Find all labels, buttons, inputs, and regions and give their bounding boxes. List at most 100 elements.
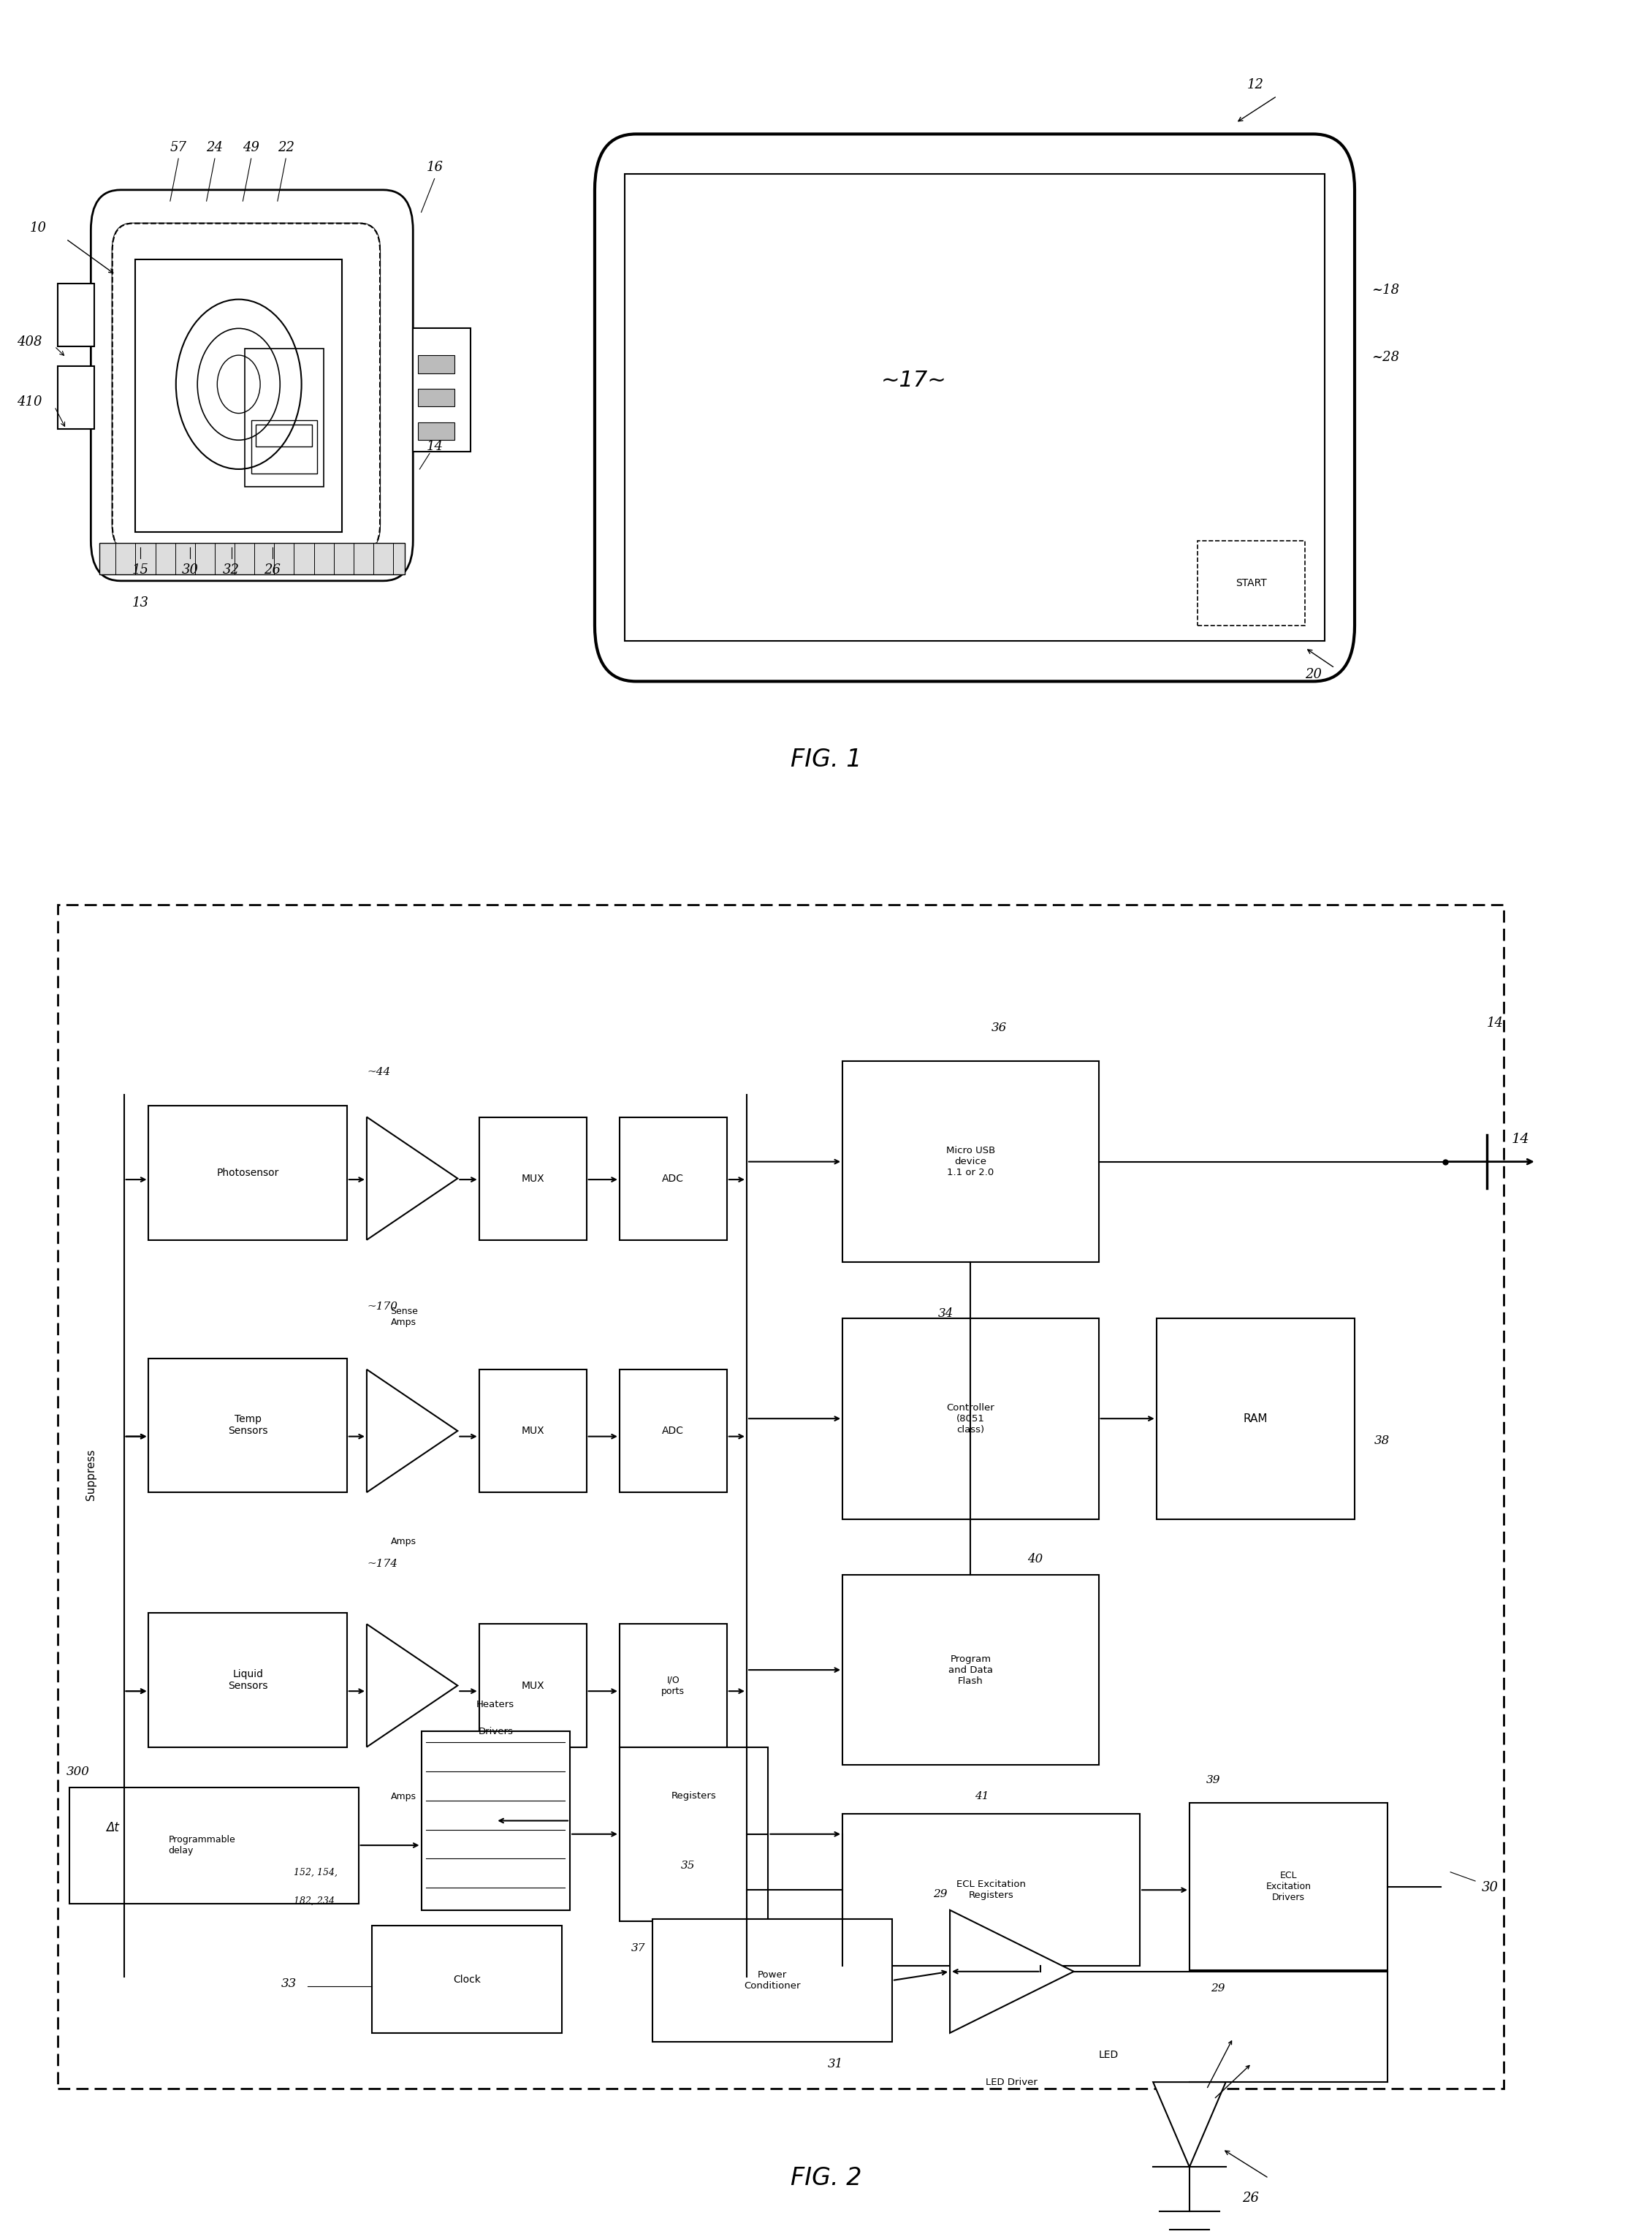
- Text: FIG. 2: FIG. 2: [790, 2167, 862, 2189]
- Text: 182, 234: 182, 234: [294, 1897, 335, 1906]
- Text: Clock: Clock: [453, 1975, 481, 1984]
- Bar: [58, 284, 94, 346]
- FancyBboxPatch shape: [595, 134, 1355, 681]
- Text: 30: 30: [182, 563, 198, 576]
- Bar: [58, 366, 94, 429]
- Bar: [843, 1318, 1099, 1519]
- Bar: [624, 174, 1325, 641]
- Text: 36: 36: [991, 1021, 1006, 1034]
- Text: ~28: ~28: [1371, 351, 1399, 364]
- Bar: [244, 349, 324, 487]
- Text: Suppress: Suppress: [86, 1448, 96, 1501]
- Polygon shape: [367, 1624, 458, 1747]
- Bar: [1156, 1318, 1355, 1519]
- Polygon shape: [950, 1910, 1074, 2033]
- Text: Photosensor: Photosensor: [216, 1168, 279, 1177]
- Text: 49: 49: [243, 141, 259, 154]
- Text: ~44: ~44: [367, 1068, 390, 1077]
- Text: Micro USB
device
1.1 or 2.0: Micro USB device 1.1 or 2.0: [947, 1146, 995, 1177]
- Text: 33: 33: [281, 1977, 296, 1990]
- Bar: [149, 1613, 347, 1747]
- Text: 35: 35: [681, 1861, 695, 1870]
- Text: 39: 39: [1206, 1776, 1221, 1785]
- Text: Controller
(8051
class): Controller (8051 class): [947, 1403, 995, 1434]
- Bar: [413, 328, 471, 451]
- Bar: [372, 1926, 562, 2033]
- Text: 37: 37: [631, 1944, 646, 1953]
- FancyBboxPatch shape: [112, 223, 380, 552]
- FancyBboxPatch shape: [112, 223, 380, 552]
- Bar: [256, 424, 312, 447]
- Text: 410: 410: [17, 395, 41, 409]
- Polygon shape: [367, 1369, 458, 1492]
- Bar: [58, 905, 1503, 2089]
- Text: 14: 14: [426, 440, 443, 454]
- Text: 34: 34: [938, 1307, 953, 1320]
- Text: 26: 26: [264, 563, 281, 576]
- Bar: [620, 1117, 727, 1240]
- Text: MUX: MUX: [522, 1173, 544, 1184]
- Bar: [653, 1919, 892, 2042]
- Text: 38: 38: [1374, 1434, 1389, 1448]
- Bar: [69, 1787, 358, 1903]
- Text: 300: 300: [66, 1765, 89, 1778]
- Bar: [418, 389, 454, 407]
- Text: ~17~: ~17~: [881, 371, 947, 391]
- Text: 26: 26: [1242, 2192, 1259, 2205]
- Bar: [479, 1369, 586, 1492]
- Text: ADC: ADC: [662, 1173, 684, 1184]
- Text: RAM: RAM: [1244, 1414, 1267, 1423]
- Text: 20: 20: [1305, 668, 1322, 681]
- Bar: [620, 1624, 727, 1747]
- Text: 10: 10: [30, 221, 46, 235]
- Polygon shape: [1153, 2082, 1226, 2167]
- Text: START: START: [1236, 579, 1267, 588]
- Text: Amps: Amps: [392, 1792, 416, 1801]
- Bar: [418, 422, 454, 440]
- Text: Δt: Δt: [106, 1821, 119, 1834]
- Text: Programmable
delay: Programmable delay: [169, 1834, 236, 1856]
- Bar: [843, 1575, 1099, 1765]
- Text: Program
and Data
Flash: Program and Data Flash: [948, 1653, 993, 1687]
- Text: 16: 16: [426, 161, 443, 174]
- Text: Temp
Sensors: Temp Sensors: [228, 1414, 268, 1436]
- Text: 15: 15: [132, 563, 149, 576]
- Bar: [149, 1358, 347, 1492]
- Text: Power
Conditioner: Power Conditioner: [743, 1970, 801, 1990]
- Text: 12: 12: [1247, 78, 1264, 92]
- Text: 57: 57: [170, 141, 187, 154]
- Text: ~170: ~170: [367, 1302, 398, 1311]
- Polygon shape: [367, 1117, 458, 1240]
- Text: ~174: ~174: [367, 1559, 398, 1568]
- Text: ECL Excitation
Registers: ECL Excitation Registers: [957, 1879, 1026, 1901]
- Bar: [149, 1106, 347, 1240]
- Text: ECL
Excitation
Drivers: ECL Excitation Drivers: [1265, 1870, 1312, 1903]
- Text: ADC: ADC: [662, 1425, 684, 1436]
- Text: Heaters: Heaters: [476, 1700, 515, 1709]
- FancyBboxPatch shape: [91, 190, 413, 581]
- Text: 408: 408: [17, 335, 41, 349]
- Bar: [421, 1731, 570, 1910]
- Text: I/O
ports: I/O ports: [661, 1676, 686, 1696]
- Text: 14: 14: [1487, 1016, 1503, 1030]
- Text: Liquid
Sensors: Liquid Sensors: [228, 1669, 268, 1691]
- Text: 14: 14: [1512, 1133, 1530, 1146]
- Text: MUX: MUX: [522, 1425, 544, 1436]
- Bar: [620, 1747, 768, 1921]
- Text: FIG. 1: FIG. 1: [790, 748, 862, 771]
- Bar: [479, 1624, 586, 1747]
- Text: ~18: ~18: [1371, 284, 1399, 297]
- Bar: [418, 355, 454, 373]
- Text: Sense
Amps: Sense Amps: [390, 1307, 418, 1327]
- Text: 29: 29: [933, 1890, 948, 1899]
- Bar: [620, 1369, 727, 1492]
- Text: Drivers: Drivers: [477, 1727, 514, 1736]
- Text: 41: 41: [975, 1792, 990, 1801]
- Text: 22: 22: [278, 141, 294, 154]
- Text: MUX: MUX: [522, 1680, 544, 1691]
- Text: 24: 24: [206, 141, 223, 154]
- Text: 152, 154,: 152, 154,: [294, 1868, 339, 1877]
- Text: 32: 32: [223, 563, 240, 576]
- Text: Amps: Amps: [392, 1537, 416, 1546]
- Text: 31: 31: [828, 2058, 843, 2071]
